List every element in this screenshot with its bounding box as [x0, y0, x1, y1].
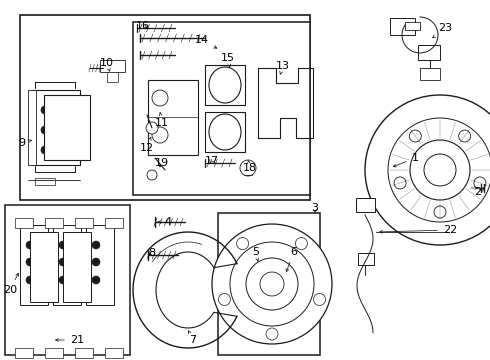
Circle shape — [41, 146, 49, 154]
Ellipse shape — [209, 114, 241, 150]
Bar — [75, 348, 93, 358]
Bar — [5, 205, 130, 355]
Bar — [45, 218, 63, 228]
Text: 14: 14 — [195, 35, 217, 48]
Circle shape — [459, 130, 471, 142]
Bar — [100, 60, 125, 72]
Circle shape — [92, 258, 100, 266]
Bar — [418, 45, 440, 60]
Circle shape — [266, 328, 278, 340]
Bar — [20, 225, 48, 305]
Bar — [405, 22, 420, 30]
Bar — [35, 178, 55, 185]
Bar — [20, 15, 310, 200]
Text: 4: 4 — [158, 217, 172, 227]
Circle shape — [146, 122, 158, 134]
Bar — [63, 232, 91, 302]
Circle shape — [41, 126, 49, 134]
Bar — [420, 68, 440, 80]
Bar — [390, 18, 415, 35]
Text: 8: 8 — [148, 248, 155, 258]
Text: 17: 17 — [205, 156, 219, 166]
Bar — [105, 218, 123, 228]
Circle shape — [56, 126, 64, 134]
Bar — [205, 112, 245, 152]
Ellipse shape — [209, 67, 241, 103]
Circle shape — [240, 160, 256, 176]
Text: 18: 18 — [243, 160, 257, 173]
Circle shape — [237, 238, 248, 249]
Circle shape — [56, 146, 64, 154]
Text: 1: 1 — [393, 153, 418, 167]
Bar — [15, 348, 33, 358]
Circle shape — [59, 241, 67, 249]
Circle shape — [92, 241, 100, 249]
Bar — [105, 348, 123, 358]
Bar — [148, 80, 198, 155]
Bar — [30, 232, 58, 302]
Circle shape — [365, 95, 490, 245]
Circle shape — [59, 276, 67, 284]
Bar — [205, 65, 245, 105]
Bar — [75, 218, 93, 228]
Circle shape — [230, 242, 314, 326]
Bar — [44, 95, 90, 160]
Circle shape — [41, 106, 49, 114]
Text: 6: 6 — [286, 247, 297, 271]
Text: 9: 9 — [19, 138, 31, 148]
Bar — [107, 72, 118, 82]
Circle shape — [219, 293, 230, 305]
Text: 10: 10 — [100, 58, 114, 71]
Circle shape — [434, 206, 446, 218]
Circle shape — [394, 177, 406, 189]
Text: 21: 21 — [56, 335, 84, 345]
Text: 2: 2 — [474, 187, 485, 197]
Circle shape — [246, 258, 298, 310]
Circle shape — [409, 130, 421, 142]
Bar — [32, 90, 80, 165]
Bar — [358, 253, 374, 265]
Text: 5: 5 — [252, 247, 260, 261]
Text: 15: 15 — [221, 53, 235, 67]
Circle shape — [212, 224, 332, 344]
Circle shape — [424, 154, 456, 186]
Circle shape — [152, 90, 168, 106]
Circle shape — [59, 258, 67, 266]
Text: 13: 13 — [276, 61, 290, 74]
Circle shape — [388, 118, 490, 222]
Bar — [53, 225, 81, 305]
Bar — [86, 225, 114, 305]
Text: 3: 3 — [312, 203, 318, 213]
Bar — [218, 213, 320, 355]
Circle shape — [147, 170, 157, 180]
Circle shape — [152, 127, 168, 143]
Text: 11: 11 — [155, 112, 169, 128]
Bar — [133, 22, 310, 195]
Circle shape — [410, 140, 470, 200]
Text: 7: 7 — [188, 331, 196, 345]
Bar — [15, 218, 33, 228]
Circle shape — [260, 272, 284, 296]
Bar — [45, 348, 63, 358]
Circle shape — [26, 258, 34, 266]
Circle shape — [26, 241, 34, 249]
Text: 19: 19 — [155, 158, 169, 168]
Circle shape — [474, 177, 486, 189]
Text: 20: 20 — [3, 273, 19, 295]
Circle shape — [92, 276, 100, 284]
Circle shape — [56, 106, 64, 114]
Text: 12: 12 — [140, 137, 154, 153]
Text: 23: 23 — [433, 23, 452, 38]
Text: 16: 16 — [136, 21, 150, 31]
Bar — [28, 90, 36, 165]
Circle shape — [295, 238, 307, 249]
Circle shape — [314, 293, 325, 305]
Circle shape — [26, 276, 34, 284]
Text: 22: 22 — [380, 225, 457, 235]
Bar — [356, 198, 375, 212]
